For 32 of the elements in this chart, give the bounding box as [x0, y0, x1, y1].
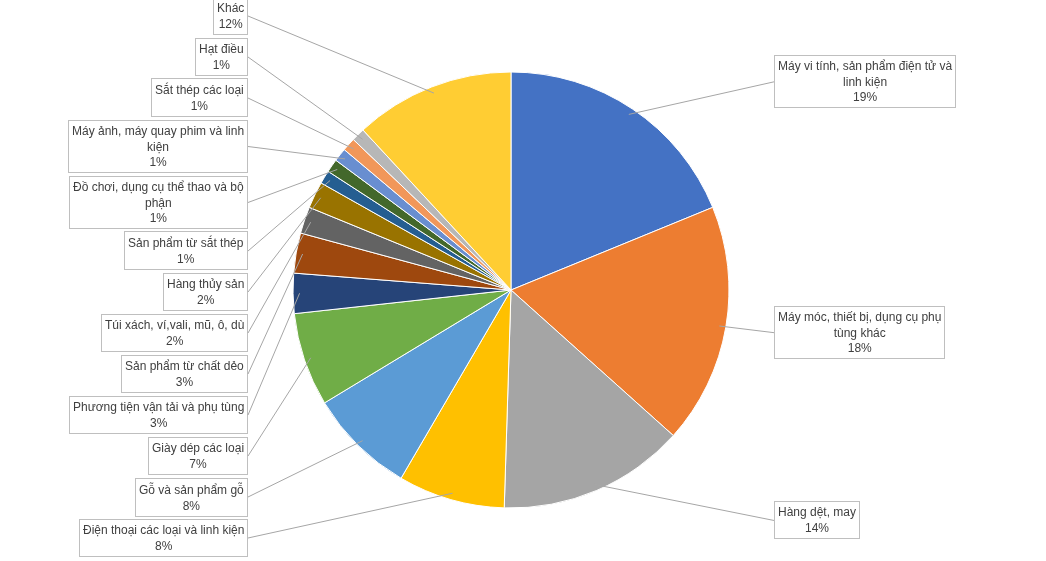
data-label: 14% [805, 520, 830, 535]
data-label: 8% [155, 538, 173, 553]
slice-label: Hạt điều [199, 42, 244, 56]
slice-label: Gỗ và sản phẩm gỗ [139, 482, 245, 497]
slice-label: Túi xách, ví,vali, mũ, ô, dù [105, 318, 245, 332]
data-label: 12% [218, 16, 244, 31]
slice-label: Sản phẩm từ sắt thép [128, 235, 244, 250]
slice-label: Đồ chơi, dụng cụ thể thao và bộ phận [73, 180, 244, 210]
data-label: 3% [175, 374, 194, 389]
data-label: 1% [190, 98, 209, 113]
data-label: 7% [189, 456, 208, 471]
data-label: 2% [166, 333, 184, 348]
slice-label: Hàng dệt, may [778, 505, 857, 519]
data-label: 3% [150, 415, 168, 430]
data-label: 18% [847, 341, 873, 356]
data-label: 1% [149, 211, 168, 226]
slice-label: Máy vi tính, sản phẩm điện tử và linh kiện [778, 59, 953, 89]
slice-label: Máy móc, thiết bị, dụng cụ phụ tùng khác [778, 310, 942, 340]
data-label: 1% [212, 57, 231, 72]
slice-label: Phương tiện vận tải và phụ tùng [73, 400, 245, 414]
slice-label: Máy ảnh, máy quay phim và linh kiện [72, 124, 245, 154]
slice-label: Điện thoại các loại và linh kiện [83, 523, 245, 537]
slice-label: Sắt thép các loại [155, 82, 244, 97]
data-label: 1% [177, 251, 195, 266]
slice-label: Khác [217, 1, 245, 15]
slice-label: Giày dép các loại [152, 441, 245, 455]
data-label: 8% [182, 498, 201, 513]
data-label: 2% [197, 292, 215, 307]
data-label: 19% [853, 90, 878, 105]
slice-label: Hàng thủy sản [167, 277, 245, 291]
data-label: 1% [149, 155, 168, 170]
slice-label: Sản phẩm từ chất dẻo [125, 359, 245, 373]
